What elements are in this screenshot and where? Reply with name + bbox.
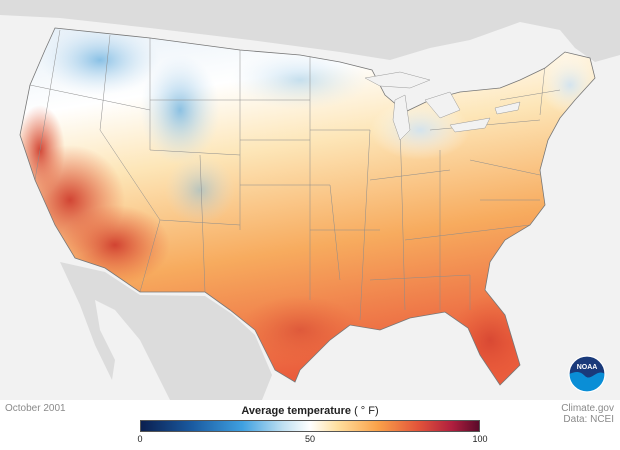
noaa-logo-text: NOAA [577,364,598,371]
footer: October 2001 Average temperature ( ° F) … [0,400,620,450]
credit-data: Data: NCEI [563,414,614,425]
date-label: October 2001 [5,403,66,414]
legend-unit: ( ° F) [354,405,379,417]
credit-block: Climate.gov Data: NCEI [561,403,614,425]
legend-tick-max: 100 [472,434,488,444]
state-boundaries [29,29,561,321]
noaa-logo [568,355,606,393]
legend-tick-mid: 50 [304,434,316,444]
us-temperature-map: NOAA [0,0,620,400]
map-area: NOAA [0,0,620,400]
legend-tick-min: 0 [137,434,143,444]
legend-title-text: Average temperature [241,405,351,417]
legend-color-bar [140,420,480,432]
mexico-landmass [60,262,272,400]
temperature-legend: Average temperature ( ° F) 0 50 100 [137,405,487,446]
legend-title: Average temperature ( ° F) [140,405,480,419]
credit-source: Climate.gov [561,403,614,414]
great-lakes [364,71,521,141]
canada-landmass [0,0,620,62]
legend-ticks: 0 50 100 [137,432,487,446]
